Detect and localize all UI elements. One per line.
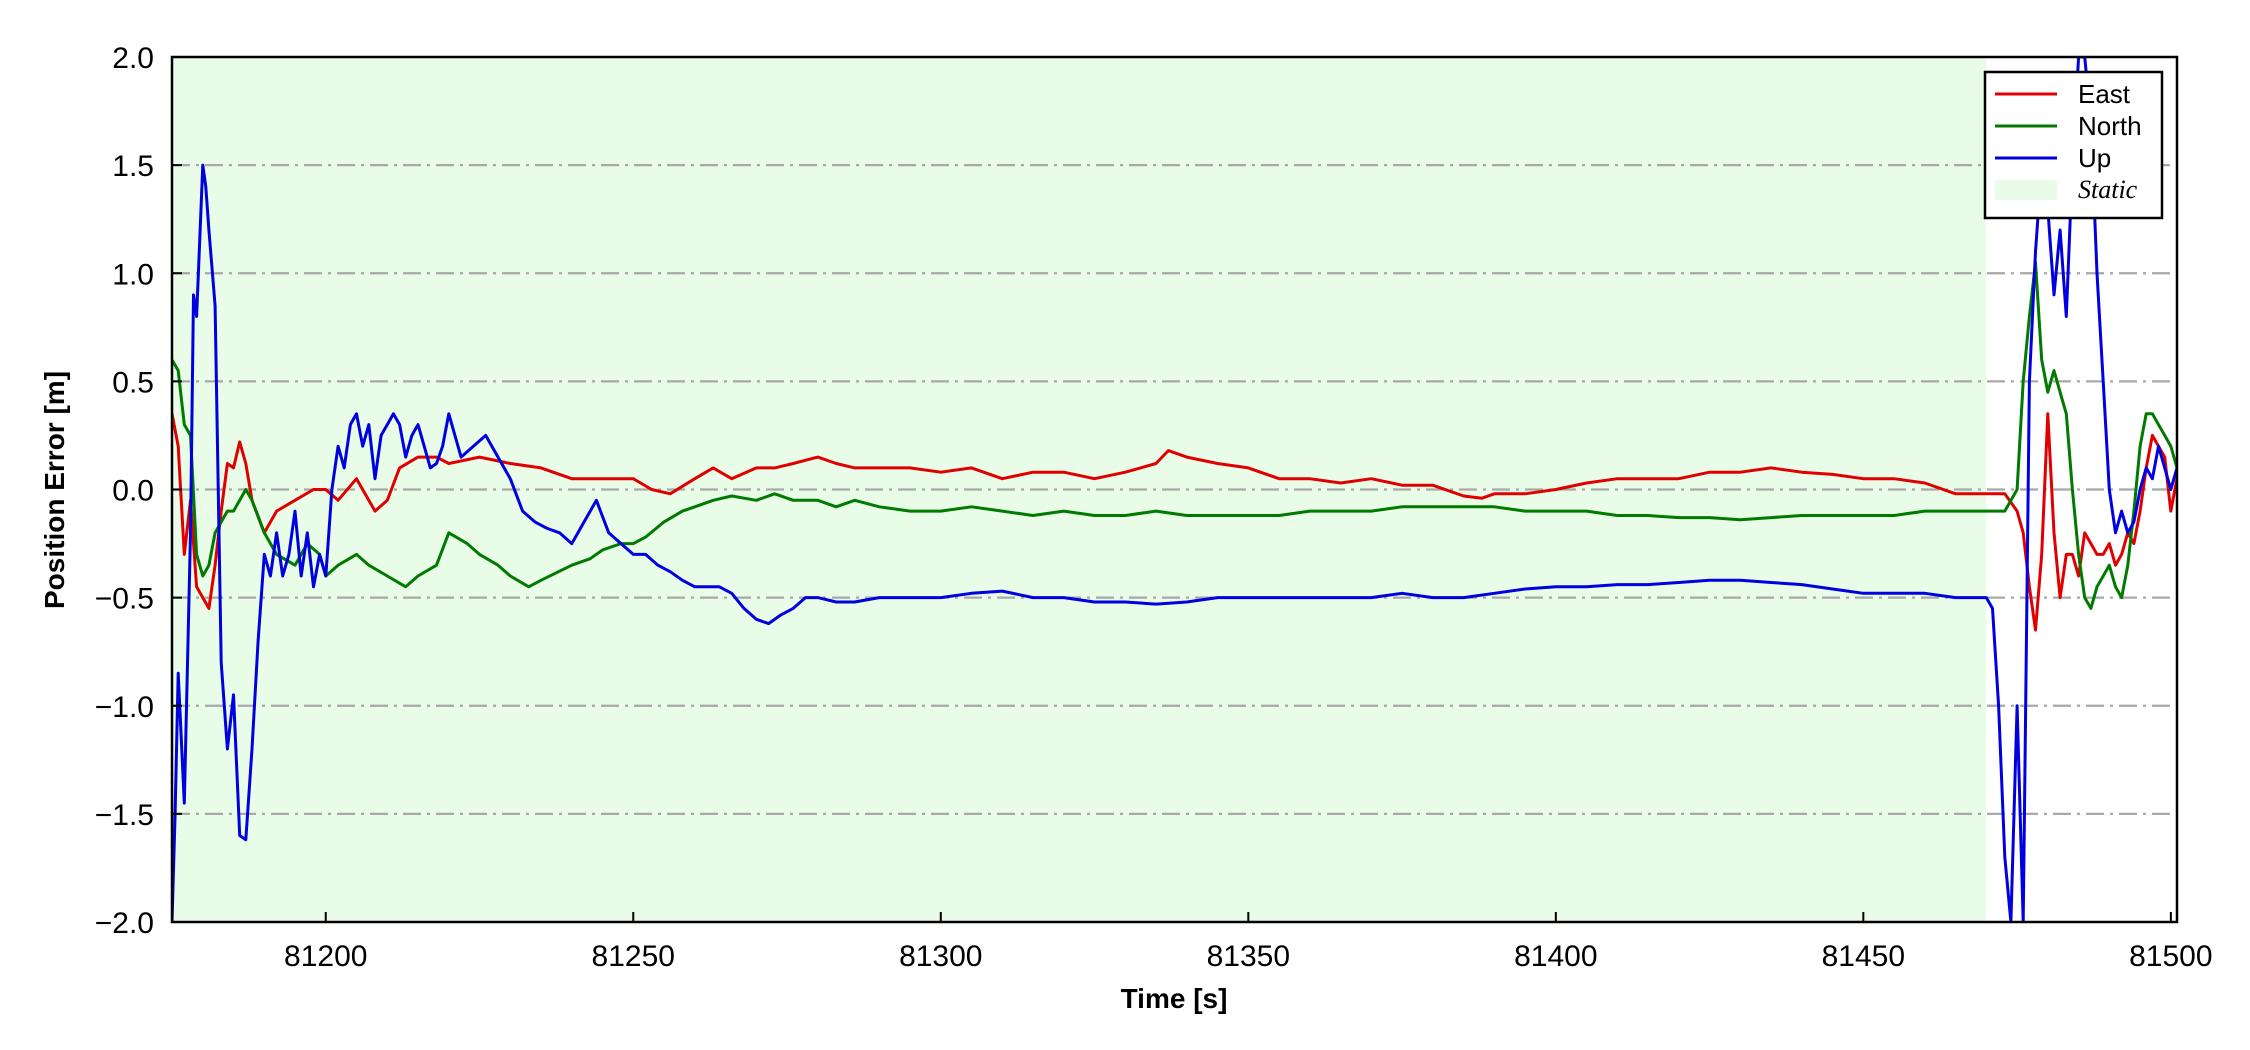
series-layer <box>172 57 2177 922</box>
x-axis-ticks: 81200 81250 81300 81350 81400 81450 81500 <box>284 912 2213 973</box>
series-line-up <box>172 57 2177 922</box>
legend: East North Up Static <box>1983 70 2164 220</box>
legend-label-static: Static <box>2078 175 2138 204</box>
x-tick-label: 81350 <box>1207 940 1290 973</box>
legend-label-north: North <box>2078 111 2142 141</box>
x-tick-label: 81200 <box>284 940 367 973</box>
x-axis-label: Time [s] <box>1121 983 1228 1014</box>
y-tick-label: 1.0 <box>112 258 154 291</box>
y-tick-label: 0.0 <box>112 475 154 508</box>
legend-label-east: East <box>2078 79 2131 109</box>
x-tick-label: 81450 <box>1822 940 1905 973</box>
y-axis-label: Position Error [m] <box>39 371 70 609</box>
series-line-north <box>172 260 2177 610</box>
x-tick-label: 81500 <box>2129 940 2212 973</box>
y-tick-label: 0.5 <box>112 366 154 399</box>
legend-swatch-static <box>1995 180 2057 200</box>
y-axis-ticks: −2.0 −1.5 −1.0 −0.5 0.0 0.5 1.0 1.5 2.0 <box>95 42 182 940</box>
y-tick-label: −1.5 <box>95 799 154 832</box>
x-tick-label: 81250 <box>592 940 675 973</box>
y-tick-label: −1.0 <box>95 691 154 724</box>
x-tick-label: 81300 <box>899 940 982 973</box>
y-tick-label: 1.5 <box>112 150 154 183</box>
y-tick-label: −0.5 <box>95 583 154 616</box>
series-line-east <box>172 412 2177 632</box>
x-tick-label: 81400 <box>1514 940 1597 973</box>
y-tick-label: 2.0 <box>112 42 154 75</box>
grid-lines <box>172 164 2177 815</box>
legend-label-up: Up <box>2078 143 2111 173</box>
y-tick-label: −2.0 <box>95 907 154 940</box>
